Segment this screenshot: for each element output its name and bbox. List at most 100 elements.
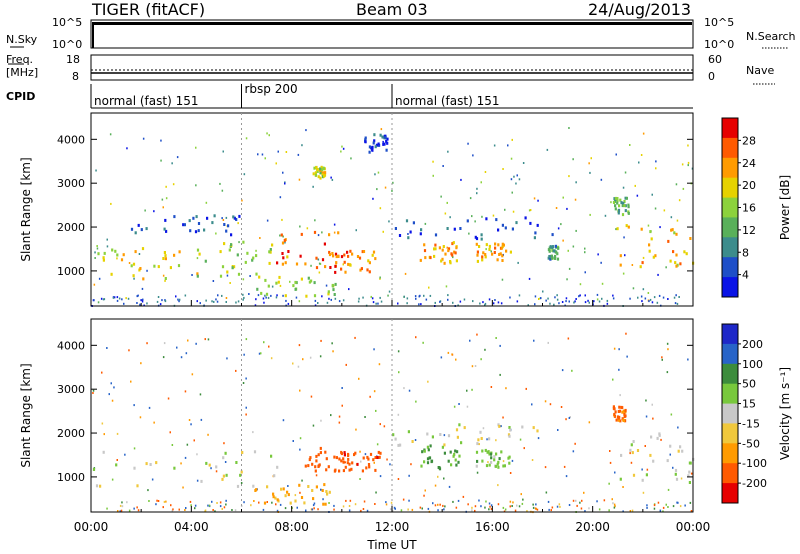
power-speckle [510,157,513,160]
power-near-range-echo [275,296,278,299]
velocity-near-range-echo [614,505,616,508]
velocity-speckle [469,339,471,342]
power-near-range-echo [556,294,558,297]
velocity-echo-cell [688,481,691,484]
velocity-echo-cell [490,460,493,464]
power-near-range-echo [674,302,677,305]
velocity-echo-cell [521,425,524,429]
velocity-echo-cell [507,456,510,460]
velocity-echo-cell [674,472,677,476]
velocity-near-range-echo [119,504,122,507]
power-near-range-echo [629,297,631,300]
velocity-near-range-echo [258,501,260,504]
power-echo-cell [238,214,241,218]
power-colorbar-segment [722,217,738,238]
power-echo-cell [189,229,192,233]
velocity-near-range-echo [568,504,571,506]
power-echo-cell [277,280,280,284]
power-near-range-echo [606,299,609,302]
power-speckle [125,297,127,300]
power-speckle [333,223,336,226]
power-echo-cell [343,260,346,264]
power-near-range-echo [479,302,481,305]
velocity-echo-cell [420,464,423,468]
velocity-echo-cell [317,453,320,457]
power-near-range-echo [116,299,119,302]
power-echo-cell [533,236,536,240]
power-echo-cell [195,215,198,219]
power-echo-cell [554,244,557,248]
velocity-speckle [184,390,187,393]
velocity-ytick-label: 1000 [57,471,85,484]
power-colorbar-segment [722,137,738,159]
power-echo-cell [616,197,619,200]
power-near-range-echo [102,298,105,301]
power-speckle [490,250,492,253]
velocity-echo-cell [307,485,310,488]
power-echo-cell [614,207,617,211]
power-speckle [404,272,407,275]
velocity-speckle [260,352,262,355]
power-near-range-echo [112,296,115,299]
velocity-speckle [111,399,114,402]
velocity-echo-cell [426,445,429,449]
velocity-echo-region [342,450,382,473]
power-echo-cell [308,280,311,284]
power-near-range-echo [547,297,549,300]
velocity-near-range-echo [385,503,388,506]
power-echo-cell [227,224,230,228]
power-near-range-echo [326,301,329,304]
power-near-range-echo [264,294,266,297]
power-speckle [98,277,101,280]
velocity-speckle [207,433,209,436]
velocity-near-range-echo [629,510,632,512]
power-speckle [647,292,650,294]
velocity-echo-cell [311,489,314,492]
velocity-speckle [188,419,191,421]
time-tick-label: 00:00 [676,520,711,534]
power-speckle [572,158,574,161]
power-echo-cell [368,270,371,274]
velocity-near-range-echo [488,502,491,505]
power-colorbar-segment [722,118,738,139]
power-speckle [622,186,625,189]
power-speckle [566,207,568,210]
power-echo-cell [509,250,512,254]
power-speckle [562,239,564,242]
velocity-echo-cell [392,433,395,437]
velocity-echo-cell [636,449,640,452]
power-echo-cell [373,133,376,137]
power-near-range-echo [113,296,116,299]
power-speckle [681,163,684,166]
power-speckle [610,201,612,204]
power-speckle [237,222,239,225]
power-echo-cell [386,141,389,145]
power-echo-cell [627,225,630,229]
power-echo-cell [552,249,555,253]
power-near-range-echo [649,298,652,301]
velocity-near-range-echo [427,507,430,510]
power-near-range-echo [93,299,95,302]
power-speckle [191,274,193,276]
power-near-range-echo [123,302,125,305]
velocity-echo-cell [443,443,446,447]
velocity-echo-cell [342,469,345,473]
power-echo-cell [228,248,231,252]
power-echo-region [97,247,199,281]
power-speckle [537,199,539,202]
velocity-colorbar-segment [722,383,738,405]
power-speckle [589,213,591,216]
velocity-speckle [268,345,270,348]
velocity-near-range-echo [690,510,693,512]
velocity-near-range-echo [207,504,209,507]
power-echo-cell [371,145,374,149]
velocity-speckle [292,362,294,365]
power-near-range-echo [403,295,405,298]
power-near-range-echo [644,297,647,300]
velocity-near-range-echo [575,499,577,502]
power-echo-cell [278,275,281,279]
velocity-speckle [502,460,505,463]
velocity-speckle [169,431,171,434]
power-echo-cell [223,242,226,246]
velocity-colorbar-tick-label: 100 [742,358,763,371]
